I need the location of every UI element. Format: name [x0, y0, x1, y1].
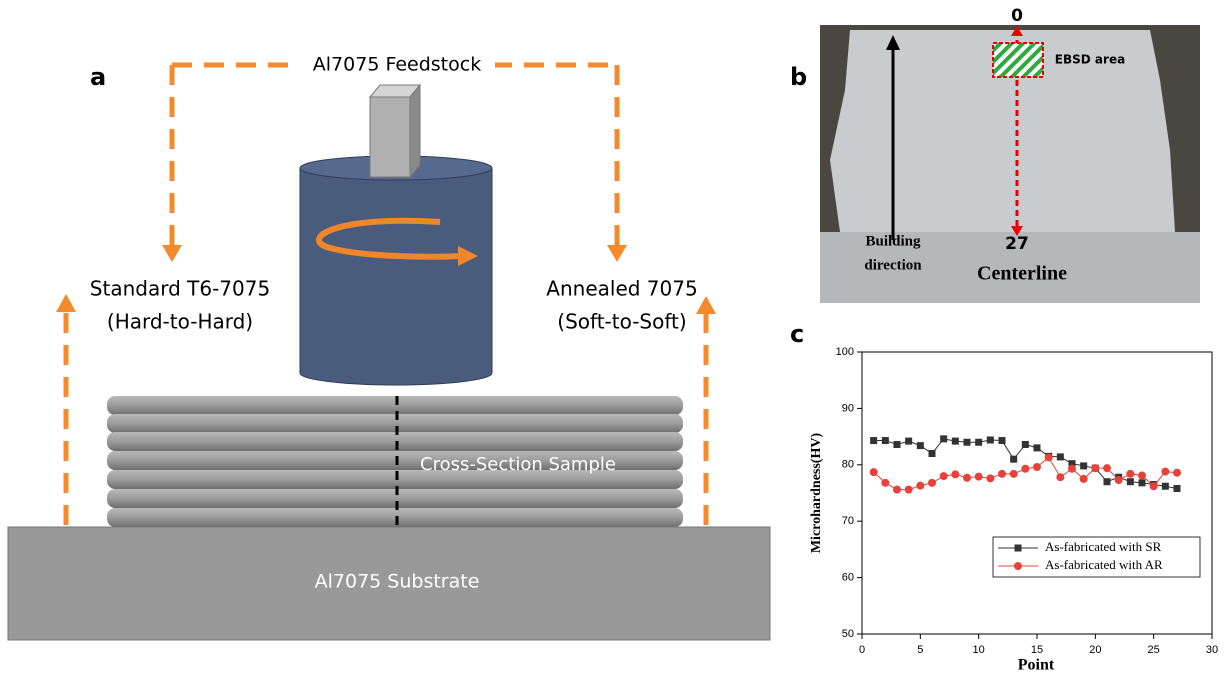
- x-tick-label: 25: [1148, 644, 1160, 656]
- point: [1080, 462, 1087, 469]
- y-tick-label: 70: [842, 515, 854, 527]
- point: [1010, 456, 1017, 463]
- panel-a: a Al7075 Feedstock Standard T6-7075 (Har…: [8, 50, 770, 640]
- point: [1057, 453, 1064, 460]
- y-tick-label: 80: [842, 459, 854, 471]
- point: [1080, 475, 1088, 483]
- left-label: Standard T6-7075: [90, 277, 270, 301]
- y-tick-label: 50: [842, 628, 854, 640]
- direction-label: Building: [865, 233, 921, 249]
- panel-label: a: [90, 63, 106, 91]
- left-label: (Hard-to-Hard): [107, 310, 253, 334]
- point: [917, 442, 924, 449]
- panel-label: c: [790, 320, 804, 348]
- point: [952, 438, 959, 445]
- point: [1045, 453, 1053, 461]
- point: [1174, 485, 1181, 492]
- point: [881, 479, 889, 487]
- right-label: (Soft-to-Soft): [557, 310, 686, 334]
- point: [1162, 483, 1169, 490]
- point: [928, 479, 936, 487]
- point: [940, 472, 948, 480]
- point: [1033, 463, 1041, 471]
- point: [1021, 465, 1029, 473]
- panel-b: b 0 EBSD area Building direction 27 Cent…: [790, 6, 1200, 303]
- point: [894, 441, 901, 448]
- point: [1127, 478, 1134, 485]
- point: [964, 439, 971, 446]
- point: [893, 486, 901, 494]
- point: [940, 435, 947, 442]
- bottom-mark: 27: [1005, 234, 1029, 254]
- point: [1173, 469, 1181, 477]
- point: [999, 437, 1006, 444]
- feedstock-rod: [370, 97, 410, 177]
- point: [975, 439, 982, 446]
- legend-label: As-fabricated with AR: [1045, 557, 1163, 572]
- direction-label: direction: [864, 257, 922, 273]
- point: [870, 437, 877, 444]
- x-tick-label: 20: [1089, 644, 1101, 656]
- plot-frame: [862, 352, 1212, 634]
- point: [1150, 482, 1158, 490]
- legend-label: As-fabricated with SR: [1045, 539, 1162, 554]
- y-tick-label: 100: [836, 346, 854, 358]
- y-axis-label: Microhardness(HV): [809, 433, 824, 554]
- point: [998, 470, 1006, 478]
- point: [1138, 472, 1146, 480]
- point: [975, 473, 983, 481]
- x-tick-label: 0: [859, 644, 865, 656]
- x-tick-label: 15: [1031, 644, 1043, 656]
- y-tick-label: 60: [842, 572, 854, 584]
- point: [987, 436, 994, 443]
- substrate-label: Al7075 Substrate: [315, 571, 480, 593]
- point: [905, 486, 913, 494]
- top-mark: 0: [1011, 6, 1023, 26]
- point: [986, 474, 994, 482]
- point: [1068, 465, 1076, 473]
- point: [1139, 479, 1146, 486]
- x-tick-label: 30: [1206, 644, 1218, 656]
- right-label: Annealed 7075: [546, 277, 697, 301]
- point: [1034, 444, 1041, 451]
- legend-marker: [1014, 562, 1022, 570]
- x-tick-label: 10: [973, 644, 985, 656]
- ebsd-label: EBSD area: [1055, 53, 1125, 67]
- point: [1115, 476, 1123, 484]
- feedstock-label: Al7075 Feedstock: [313, 54, 481, 76]
- point: [1126, 470, 1134, 478]
- panel-c: c Point Microhardness(HV) 0 5 10 15 20 25 30 50…: [790, 320, 1218, 674]
- figure: a Al7075 Feedstock Standard T6-7075 (Har…: [0, 0, 1229, 679]
- point: [963, 474, 971, 482]
- ebsd-area: [993, 43, 1043, 77]
- feedstock-rod: [410, 85, 420, 177]
- y-tick-label: 90: [842, 402, 854, 414]
- panel-label: b: [790, 63, 807, 91]
- point: [951, 470, 959, 478]
- point: [916, 482, 924, 490]
- point: [1104, 478, 1111, 485]
- centerline-label: Centerline: [977, 263, 1067, 285]
- x-tick-label: 5: [917, 644, 923, 656]
- point: [905, 438, 912, 445]
- point: [1161, 468, 1169, 476]
- point: [1091, 464, 1099, 472]
- point: [882, 437, 889, 444]
- legend-marker: [1015, 545, 1022, 552]
- point: [1022, 441, 1029, 448]
- point: [870, 468, 878, 476]
- sample-label: Cross-Section Sample: [420, 454, 616, 475]
- x-axis-label: Point: [1018, 657, 1055, 674]
- point: [1056, 473, 1064, 481]
- tool: [300, 168, 492, 385]
- point: [1103, 464, 1111, 472]
- point: [929, 450, 936, 457]
- point: [1010, 470, 1018, 478]
